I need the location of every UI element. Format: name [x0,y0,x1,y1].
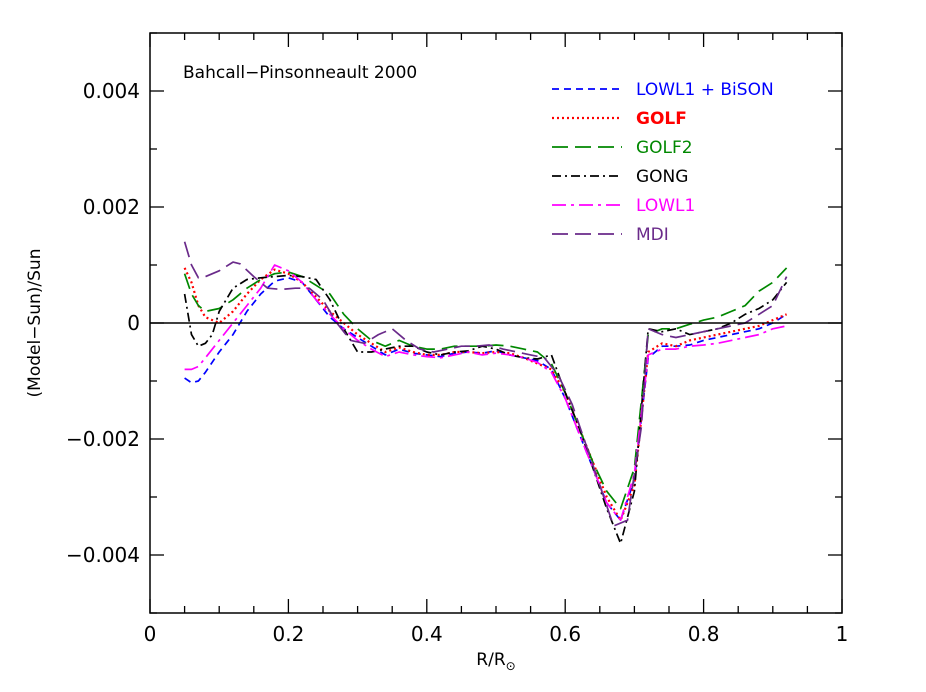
chart-title: Bahcall−Pinsonneault 2000 [183,63,417,83]
legend: LOWL1 + BiSON GOLF GOLF2 GONG LOWL1 MDI [552,80,774,245]
x-tick-label: 0.8 [688,622,720,646]
series-layer [183,241,788,545]
y-tick-label: 0.002 [83,195,140,219]
legend-label: GONG [636,167,688,187]
y-tick-label: −0.004 [66,543,140,567]
y-tick-label: 0 [127,311,140,335]
series-line-mdi [183,241,788,527]
legend-label: GOLF [636,109,687,129]
y-tick-label: −0.002 [66,427,140,451]
x-tick-label: 0.2 [272,622,304,646]
y-axis-label: (Model−Sun)/Sun [25,249,45,398]
x-axis-label: R/R⊙ [476,650,515,673]
y-tick-label: 0.004 [83,79,140,103]
series-line-gong [183,274,788,545]
legend-label: GOLF2 [636,138,693,158]
series-line-lowl1 [184,264,787,522]
legend-label: LOWL1 + BiSON [636,80,774,100]
x-axis-label-subscript: ⊙ [506,659,516,673]
x-axis-label-main: R/R [476,650,506,670]
x-tick-label: 1 [836,622,849,646]
tick-labels-layer: 0 0.2 0.4 0.6 0.8 1 −0.004 −0.002 0 0.002 0.004 [66,79,848,646]
x-tick-label: 0.6 [549,622,581,646]
x-tick-label: 0 [144,622,157,646]
series-line-golf2 [183,267,788,510]
series-line-lowl1-bison [184,276,788,522]
legend-label: MDI [636,225,669,245]
series-line-golf [183,267,788,522]
ticks-layer [149,32,843,614]
x-tick-label: 0.4 [411,622,443,646]
legend-label: LOWL1 [636,196,695,216]
